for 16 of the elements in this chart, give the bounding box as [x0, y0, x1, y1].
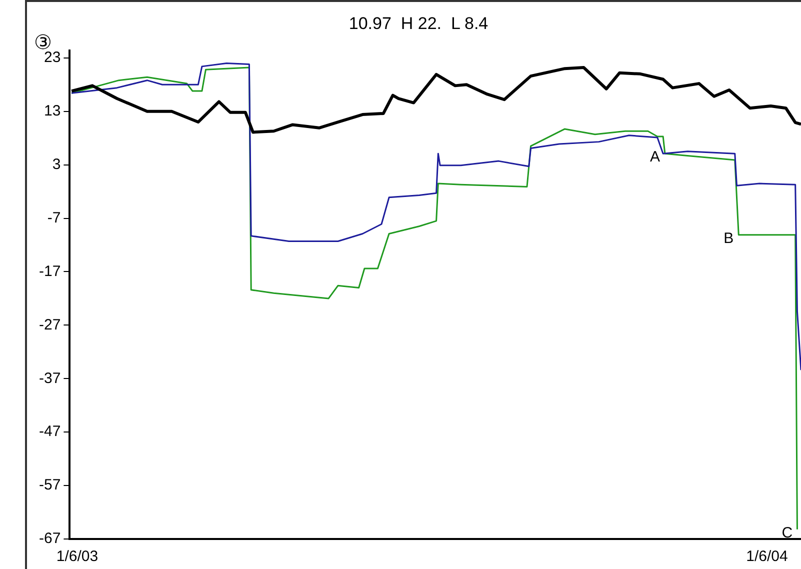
- annotation: A: [650, 148, 660, 166]
- y-tick-label: 3: [52, 156, 61, 173]
- y-tick-label: -47: [38, 423, 61, 440]
- y-tick-label: -27: [38, 316, 61, 334]
- y-tick-label: -7: [47, 209, 61, 226]
- y-tick-label: -17: [38, 262, 61, 280]
- y-tick-label: 23: [44, 49, 61, 66]
- annotation: B: [724, 230, 734, 247]
- x-tick-label: 1/6/04: [746, 548, 788, 566]
- y-tick-label: -57: [38, 476, 61, 494]
- annotation: C: [782, 524, 793, 542]
- x-tick-label: 1/6/03: [56, 548, 98, 566]
- y-tick-label: -67: [38, 530, 61, 548]
- y-tick-label: 13: [44, 102, 61, 120]
- y-tick-label: -37: [38, 370, 61, 387]
- chart-title: 10.97 H 22. L 8.4: [348, 14, 488, 33]
